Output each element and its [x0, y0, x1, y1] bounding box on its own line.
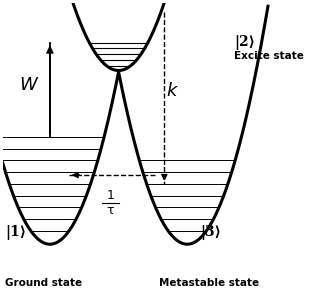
Text: Metastable state: Metastable state	[159, 278, 259, 287]
Text: |2⟩: |2⟩	[234, 35, 255, 50]
Text: |1⟩: |1⟩	[6, 225, 27, 240]
Text: Ground state: Ground state	[6, 278, 83, 287]
Text: |3⟩: |3⟩	[201, 225, 222, 240]
Text: W: W	[20, 76, 37, 94]
Text: k: k	[166, 82, 176, 100]
Text: τ: τ	[107, 204, 114, 217]
Text: 1: 1	[107, 189, 114, 202]
Text: Excite state: Excite state	[234, 51, 304, 61]
